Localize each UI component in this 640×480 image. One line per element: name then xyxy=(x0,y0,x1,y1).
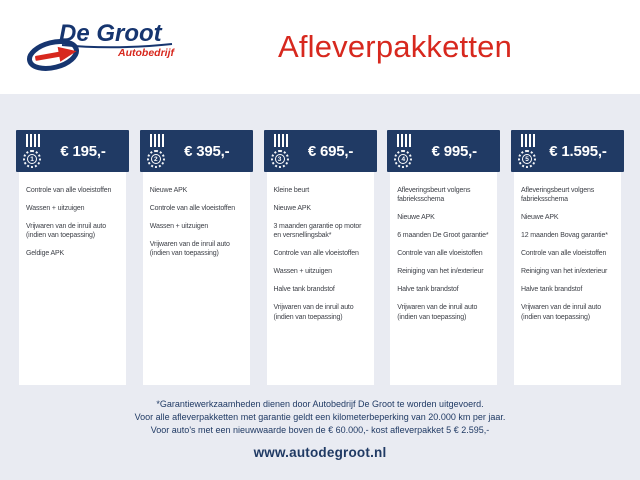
package-item: Reiniging van het in/exterieur xyxy=(521,268,608,276)
package-item: Nieuwe APK xyxy=(397,214,435,222)
package-header: 1 € 195,- xyxy=(16,130,129,172)
footnote-line: *Garantiewerkzaamheden dienen door Autob… xyxy=(156,399,484,409)
package-card: 1 € 195,- Controle van alle vloeistoffen… xyxy=(16,130,129,385)
package-item: Geldige APK xyxy=(26,250,65,258)
package-card: 2 € 395,- Nieuwe APK Controle van alle v… xyxy=(139,130,253,385)
medal-ribbon-icon xyxy=(26,134,40,147)
package-item: Vrijwaren van de inruil auto (indien van… xyxy=(149,240,230,258)
package-price: € 695,- xyxy=(307,142,354,160)
package-item: Nieuwe APK xyxy=(149,187,188,194)
package-items: Controle van alle vloeistoffen Wassen + … xyxy=(19,172,126,385)
package-price: € 395,- xyxy=(184,142,230,160)
package-items: Kleine beurt Nieuwe APK 3 maanden garant… xyxy=(266,172,374,385)
medal-ribbon-icon xyxy=(397,134,412,147)
logo-swoosh-ellipse xyxy=(27,38,79,71)
medal-ribbon-icon xyxy=(521,134,535,147)
package-item: Vrijwaren van de inruil auto (indien van… xyxy=(26,222,106,240)
package-item: 12 maanden Bovag garantie* xyxy=(521,232,608,240)
package-header: 4 € 995,- xyxy=(387,130,501,172)
package-item: 3 maanden garantie op motor en versnelli… xyxy=(273,222,362,240)
medal-icon: 5 xyxy=(516,133,540,169)
footnote-line: Voor auto's met een nieuwwaarde boven de… xyxy=(150,425,490,436)
package-item: Nieuwe APK xyxy=(273,204,312,212)
package-item: Controle van alle vloeistoffen xyxy=(521,250,607,258)
package-item: Kleine beurt xyxy=(273,187,310,194)
medal-disc-icon: 3 xyxy=(270,150,289,168)
package-number: 1 xyxy=(27,154,37,164)
package-header: 3 € 695,- xyxy=(263,130,377,172)
footer: *Garantiewerkzaamheden dienen door Autob… xyxy=(0,398,640,460)
logo-subtitle-text: Autobedrijf xyxy=(117,47,175,59)
package-item: Wassen + uitzuigen xyxy=(273,268,332,276)
dealer-logo-graphic: De Groot Autobedrijf xyxy=(27,20,175,71)
package-item: Nieuwe APK xyxy=(521,214,559,222)
package-item: Controle van alle vloeistoffen xyxy=(26,187,112,194)
medal-disc-icon: 2 xyxy=(146,150,165,168)
package-items: Nieuwe APK Controle van alle vloeistoffe… xyxy=(142,172,250,385)
website-url: www.autodegroot.nl xyxy=(253,445,387,461)
package-item: Vrijwaren van de inruil auto (indien van… xyxy=(397,304,478,321)
package-item: Controle van alle vloeistoffen xyxy=(273,250,359,258)
medal-ribbon-icon xyxy=(273,134,288,147)
package-header: 2 € 395,- xyxy=(139,130,253,172)
package-item: Reiniging van het in/exterieur xyxy=(397,268,484,276)
package-item: Afleveringsbeurt volgens fabrieksschema xyxy=(521,187,595,204)
logo-underline-swoosh xyxy=(61,42,173,48)
page-title: Afleverpakketten xyxy=(277,29,513,64)
package-number: 3 xyxy=(274,154,285,164)
packages-row: 1 € 195,- Controle van alle vloeistoffen… xyxy=(0,130,640,385)
package-item: Wassen + uitzuigen xyxy=(26,204,85,212)
package-price: € 1.595,- xyxy=(549,142,607,160)
package-price: € 995,- xyxy=(431,142,478,160)
package-number: 2 xyxy=(150,154,161,164)
header: De Groot Autobedrijf Afleverpakketten xyxy=(0,0,640,94)
package-number: 4 xyxy=(398,154,409,164)
package-item: Controle van alle vloeistoffen xyxy=(149,204,236,212)
logo-arrow-icon xyxy=(35,46,77,62)
package-item: Halve tank brandstof xyxy=(397,286,459,294)
package-item: 6 maanden De Groot garantie* xyxy=(397,232,489,240)
package-card: 3 € 695,- Kleine beurt Nieuwe APK 3 maan… xyxy=(263,130,377,385)
medal-icon: 1 xyxy=(21,133,45,169)
package-card: 4 € 995,- Afleveringsbeurt volgens fabri… xyxy=(387,130,501,385)
medal-icon: 2 xyxy=(145,133,169,169)
medal-icon: 3 xyxy=(269,133,293,169)
package-item: Vrijwaren van de inruil auto (indien van… xyxy=(521,304,601,321)
package-header: 5 € 1.595,- xyxy=(511,130,624,172)
medal-ribbon-icon xyxy=(149,134,164,147)
package-card: 5 € 1.595,- Afleveringsbeurt volgens fab… xyxy=(511,130,624,385)
package-item: Controle van alle vloeistoffen xyxy=(397,250,483,258)
medal-icon: 4 xyxy=(392,133,416,169)
package-number: 5 xyxy=(522,154,532,164)
footnote-line: Voor alle afleverpakketten met garantie … xyxy=(134,412,506,423)
package-item: Afleveringsbeurt volgens fabrieksschema xyxy=(397,187,471,204)
medal-disc-icon: 1 xyxy=(23,150,41,168)
package-items: Afleveringsbeurt volgens fabrieksschema … xyxy=(514,172,621,385)
medal-disc-icon: 4 xyxy=(394,150,413,168)
package-items: Afleveringsbeurt volgens fabrieksschema … xyxy=(390,172,498,385)
package-item: Vrijwaren van de inruil auto (indien van… xyxy=(273,304,354,321)
medal-disc-icon: 5 xyxy=(518,150,536,168)
logo-name-text: De Groot xyxy=(59,20,163,47)
package-item: Halve tank brandstof xyxy=(273,286,335,294)
package-price: € 195,- xyxy=(60,142,106,160)
dealer-logo: De Groot Autobedrijf xyxy=(24,18,214,77)
package-item: Halve tank brandstof xyxy=(521,286,583,294)
package-item: Wassen + uitzuigen xyxy=(149,222,209,230)
